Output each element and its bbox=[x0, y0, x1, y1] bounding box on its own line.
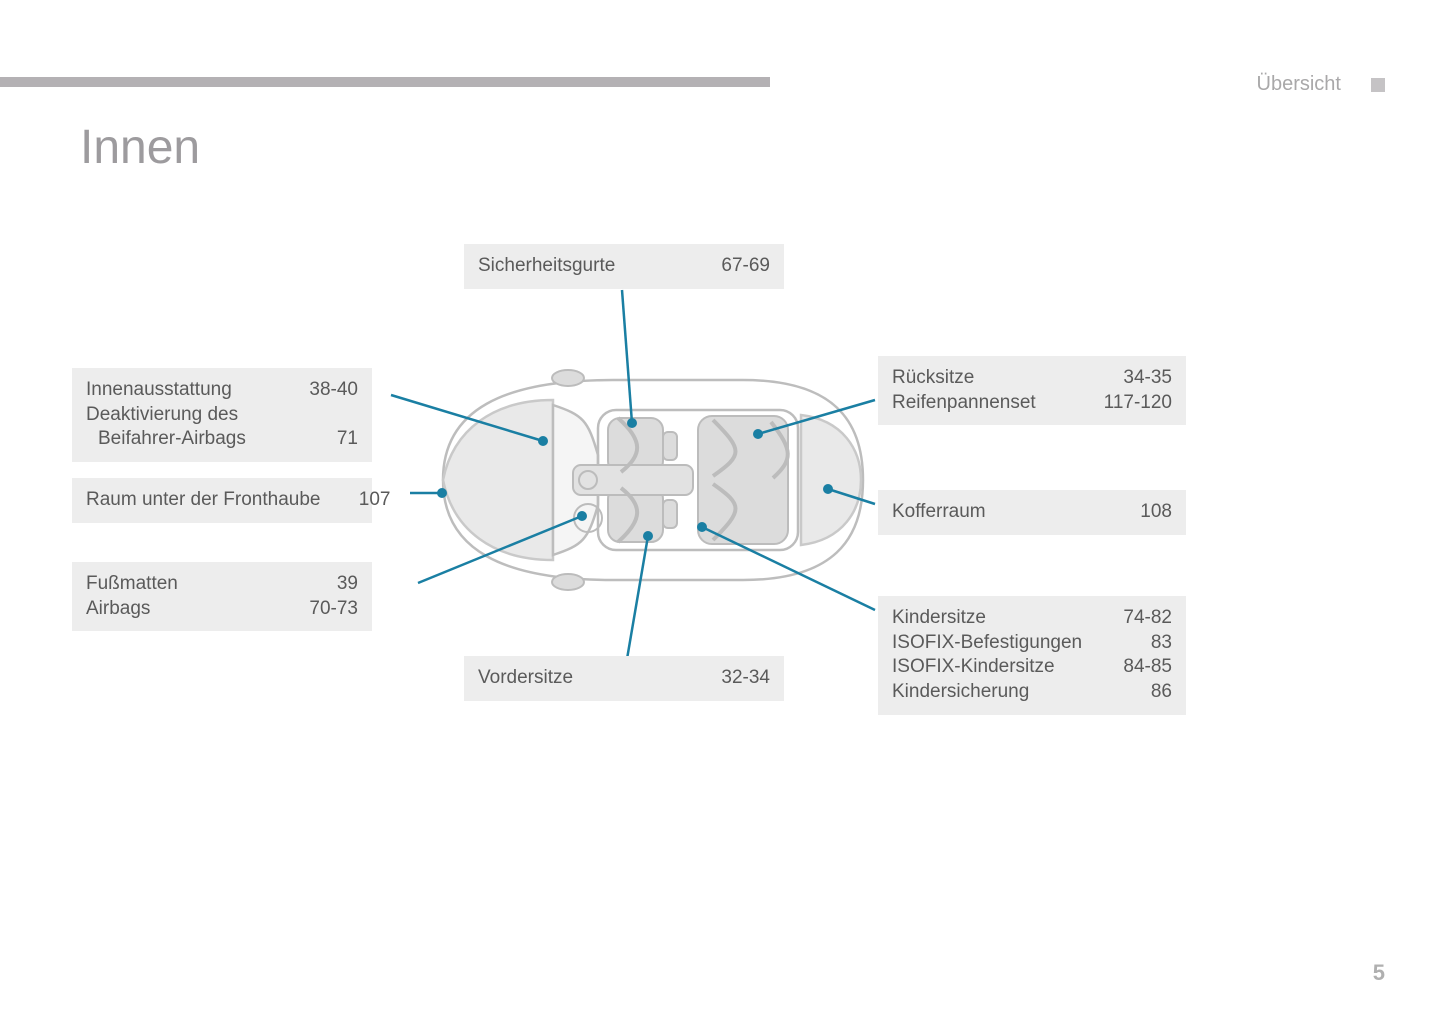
callout-pages: 74-82 bbox=[1102, 606, 1172, 631]
callout-pages: 84-85 bbox=[1102, 655, 1172, 680]
callout-right2: Kofferraum 108 bbox=[878, 490, 1186, 535]
callout-row: Kindersicherung 86 bbox=[892, 680, 1172, 705]
callout-label: Kofferraum bbox=[892, 500, 986, 525]
callout-row: Deaktivierung des bbox=[86, 403, 358, 428]
header-marker-icon bbox=[1371, 78, 1385, 92]
page: Übersicht Innen bbox=[0, 0, 1445, 1026]
callout-row: Rücksitze 34-35 bbox=[892, 366, 1172, 391]
callout-pages: 83 bbox=[1102, 631, 1172, 656]
callout-label: Vordersitze bbox=[478, 666, 573, 691]
callout-left3: Fußmatten 39 Airbags 70-73 bbox=[72, 562, 372, 631]
callout-row: Fußmatten 39 bbox=[86, 572, 358, 597]
callout-label: Fußmatten bbox=[86, 572, 178, 597]
callout-pages: 117-120 bbox=[1102, 391, 1172, 416]
car-interior-diagram bbox=[413, 360, 873, 600]
callout-label: Airbags bbox=[86, 597, 150, 622]
callout-right3: Kindersitze74-82ISOFIX-Befestigungen83IS… bbox=[878, 596, 1186, 715]
callout-label: Reifenpannenset bbox=[892, 391, 1036, 416]
callout-pages: 32-34 bbox=[700, 666, 770, 691]
callout-pages: 71 bbox=[288, 427, 358, 452]
callout-pages: 39 bbox=[288, 572, 358, 597]
header-section-label: Übersicht bbox=[1257, 73, 1341, 96]
callout-row: Kofferraum 108 bbox=[892, 500, 1172, 525]
callout-label: Kindersitze bbox=[892, 606, 986, 631]
callout-row: Kindersitze 74-82 bbox=[892, 606, 1172, 631]
callout-row: Airbags 70-73 bbox=[86, 597, 358, 622]
callout-label: Sicherheitsgurte bbox=[478, 254, 615, 279]
callout-pages: 67-69 bbox=[700, 254, 770, 279]
callout-pages: 107 bbox=[320, 488, 390, 513]
callout-row: Reifenpannenset 117-120 bbox=[892, 391, 1172, 416]
page-number: 5 bbox=[1373, 960, 1385, 986]
callout-row: Beifahrer-Airbags 71 bbox=[86, 427, 358, 452]
callout-left1: Innenausstattung 38-40 Deaktivierung desBe… bbox=[72, 368, 372, 462]
callout-label: Deaktivierung des bbox=[86, 403, 238, 428]
callout-pages: 34-35 bbox=[1102, 366, 1172, 391]
callout-label: ISOFIX-Kindersitze bbox=[892, 655, 1055, 680]
car-outline-icon bbox=[413, 360, 873, 600]
callout-label: Kindersicherung bbox=[892, 680, 1029, 705]
callout-row: Raum unter der Fronthaube107 bbox=[86, 488, 358, 513]
callout-top: Sicherheitsgurte 67-69 bbox=[464, 244, 784, 289]
callout-row: ISOFIX-Kindersitze 84-85 bbox=[892, 655, 1172, 680]
callout-label: Beifahrer-Airbags bbox=[86, 427, 246, 452]
callout-left2: Raum unter der Fronthaube107 bbox=[72, 478, 372, 523]
callout-right1: Rücksitze 34-35 Reifenpannenset 117-120 bbox=[878, 356, 1186, 425]
header-section: Übersicht bbox=[1257, 73, 1385, 96]
callout-pages: 108 bbox=[1102, 500, 1172, 525]
callout-row: Sicherheitsgurte 67-69 bbox=[478, 254, 770, 279]
callout-row: ISOFIX-Befestigungen 83 bbox=[892, 631, 1172, 656]
callout-label: Innenausstattung bbox=[86, 378, 232, 403]
page-title: Innen bbox=[80, 120, 200, 175]
callout-row: Vordersitze 32-34 bbox=[478, 666, 770, 691]
callout-label: Rücksitze bbox=[892, 366, 974, 391]
callout-pages: 70-73 bbox=[288, 597, 358, 622]
callout-pages: 86 bbox=[1102, 680, 1172, 705]
top-divider-bar bbox=[0, 77, 770, 87]
callout-bottom: Vordersitze 32-34 bbox=[464, 656, 784, 701]
callout-row: Innenausstattung 38-40 bbox=[86, 378, 358, 403]
callout-label: ISOFIX-Befestigungen bbox=[892, 631, 1082, 656]
callout-pages: 38-40 bbox=[288, 378, 358, 403]
callout-label: Raum unter der Fronthaube bbox=[86, 488, 320, 513]
